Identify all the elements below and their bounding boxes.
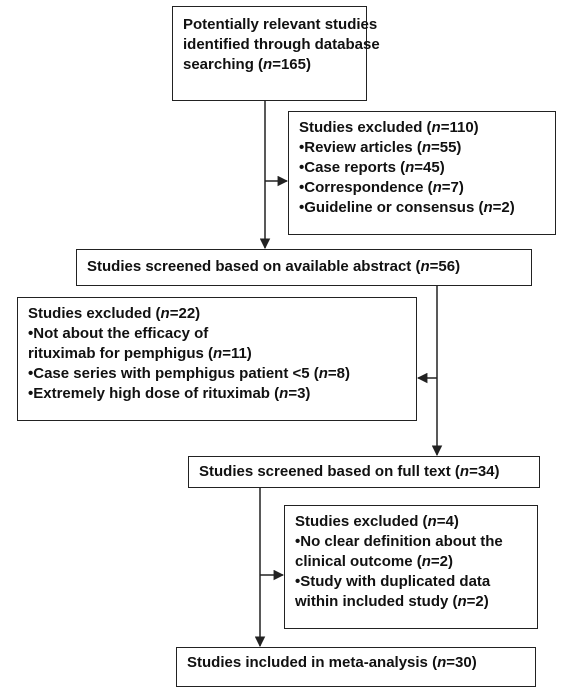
line-text: •Case reports ( xyxy=(299,159,406,176)
box-line: •Guideline or consensus (n=2) xyxy=(299,198,545,218)
n-symbol: n xyxy=(420,258,430,275)
box-line: Studies excluded (n=22) xyxy=(28,304,406,324)
box-screened-fulltext: Studies screened based on full text (n=3… xyxy=(188,456,540,488)
line-text: Studies screened based on available abst… xyxy=(87,258,421,275)
line-text: •Guideline or consensus ( xyxy=(299,199,484,216)
box-line: searching (n=165) xyxy=(183,55,356,75)
box-line: •Case series with pemphigus patient <5 (… xyxy=(28,364,406,384)
line-text: =55) xyxy=(430,139,462,156)
box-excluded-2: Studies excluded (n=22) •Not about the ef… xyxy=(17,297,417,421)
box-line: •Case reports (n=45) xyxy=(299,158,545,178)
line-text: •Extremely high dose of rituximab ( xyxy=(28,385,280,402)
line-text: •Review articles ( xyxy=(299,139,422,156)
line-text: =7) xyxy=(441,179,464,196)
box-line: clinical outcome (n=2) xyxy=(295,552,527,572)
box-line: •No clear definition about the xyxy=(295,533,503,550)
n-symbol: n xyxy=(279,385,289,402)
line-text: =110) xyxy=(440,119,479,136)
line-text: •Correspondence ( xyxy=(299,179,433,196)
n-symbol: n xyxy=(160,305,170,322)
box-line: Studies screened based on full text (n=3… xyxy=(199,462,529,482)
box-line: within included study (n=2) xyxy=(295,592,527,612)
line-text: searching ( xyxy=(183,56,264,73)
box-line: rituximab for pemphigus (n=11) xyxy=(28,344,406,364)
box-line: •Not about the efficacy of xyxy=(28,325,209,342)
box-line: •Correspondence (n=7) xyxy=(299,178,545,198)
box-line: Studies excluded (n=110) xyxy=(299,118,545,138)
n-symbol: n xyxy=(213,345,223,362)
n-symbol: n xyxy=(427,513,437,530)
n-symbol: n xyxy=(421,139,431,156)
line-text: Studies screened based on full text ( xyxy=(199,463,460,480)
line-text: Studies excluded ( xyxy=(295,513,428,530)
box-line: •Study with duplicated data xyxy=(295,573,491,590)
line-text: =30) xyxy=(446,654,477,671)
line-text: Studies excluded ( xyxy=(299,119,432,136)
line-text: =4) xyxy=(436,513,459,530)
line-text: =11) xyxy=(222,345,252,362)
line-text: =2) xyxy=(430,553,453,570)
box-line: identified through database xyxy=(183,36,380,53)
line-text: within included study ( xyxy=(295,593,458,610)
line-text: Studies excluded ( xyxy=(28,305,161,322)
n-symbol: n xyxy=(263,56,273,73)
line-text: Studies included in meta-analysis ( xyxy=(187,654,438,671)
line-text: clinical outcome ( xyxy=(295,553,422,570)
box-excluded-1: Studies excluded (n=110) •Review articles… xyxy=(288,111,556,235)
n-symbol: n xyxy=(318,365,328,382)
box-screened-abstract: Studies screened based on available abst… xyxy=(76,249,532,286)
box-line: Studies screened based on available abst… xyxy=(87,257,521,277)
line-text: =2) xyxy=(466,593,489,610)
n-symbol: n xyxy=(405,159,415,176)
n-symbol: n xyxy=(431,119,441,136)
n-symbol: n xyxy=(483,199,493,216)
box-line: Studies excluded (n=4) xyxy=(295,512,527,532)
line-text: =22) xyxy=(169,305,201,322)
line-text: =34) xyxy=(469,463,500,480)
line-text: =56) xyxy=(429,258,461,275)
box-identified: Potentially relevant studies identified t… xyxy=(172,6,380,101)
box-included: Studies included in meta-analysis (n=30) xyxy=(176,647,536,687)
n-symbol: n xyxy=(437,654,447,671)
line-text: =165) xyxy=(272,56,311,73)
n-symbol: n xyxy=(421,553,431,570)
n-symbol: n xyxy=(459,463,470,480)
line-text: =45) xyxy=(414,159,445,176)
box-line: •Review articles (n=55) xyxy=(299,138,545,158)
line-text: rituximab for pemphigus ( xyxy=(28,345,214,362)
line-text: =3) xyxy=(288,385,311,402)
box-line: •Extremely high dose of rituximab (n=3) xyxy=(28,384,406,404)
box-excluded-3: Studies excluded (n=4) •No clear definiti… xyxy=(284,505,538,629)
line-text: =2) xyxy=(492,199,515,216)
box-line: Potentially relevant studies xyxy=(183,16,378,33)
n-symbol: n xyxy=(457,593,467,610)
n-symbol: n xyxy=(432,179,442,196)
line-text: •Case series with pemphigus patient <5 ( xyxy=(28,365,319,382)
line-text: =8) xyxy=(327,365,351,382)
box-line: Studies included in meta-analysis (n=30) xyxy=(187,653,525,673)
